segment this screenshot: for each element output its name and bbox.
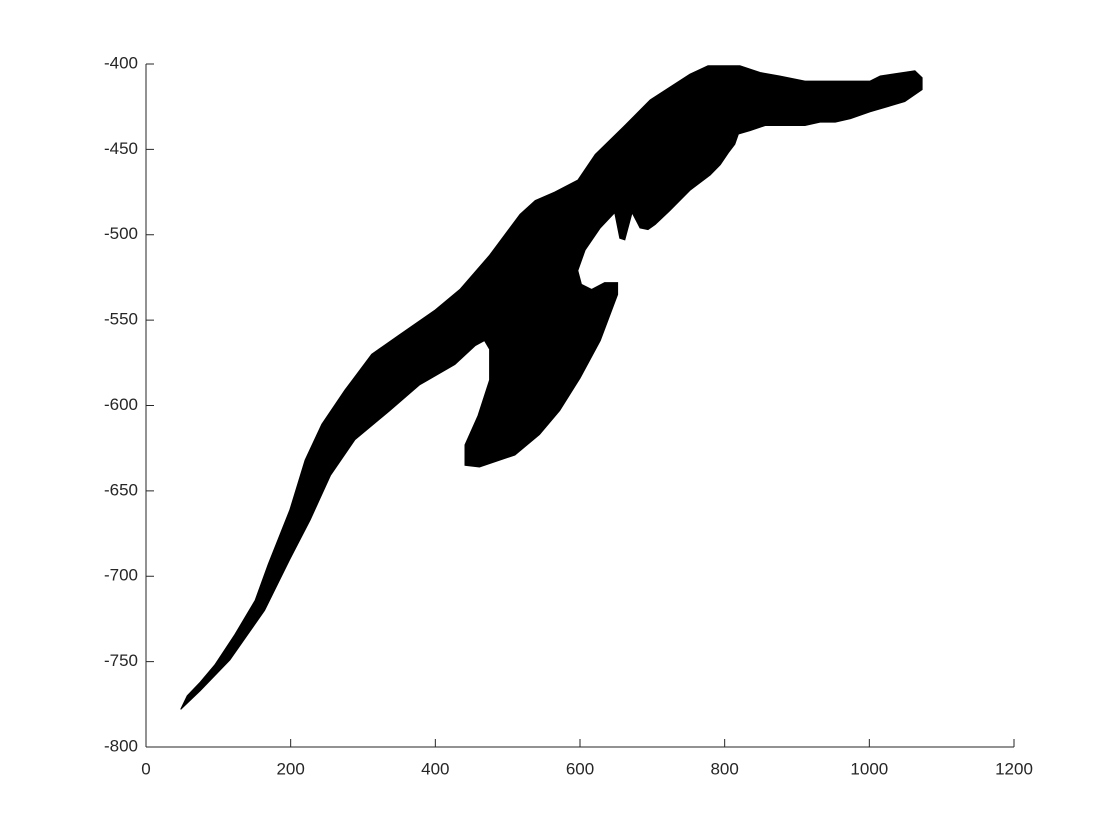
x-tick-label: 800 bbox=[710, 759, 738, 778]
y-tick-label: -400 bbox=[104, 53, 138, 72]
x-tick-label: 200 bbox=[276, 759, 304, 778]
y-tick-label: -550 bbox=[104, 310, 138, 329]
x-tick-label: 1200 bbox=[995, 759, 1033, 778]
y-tick-label: -700 bbox=[104, 566, 138, 585]
x-tick-label: 0 bbox=[141, 759, 150, 778]
x-tick-label: 400 bbox=[421, 759, 449, 778]
y-tick-label: -750 bbox=[104, 651, 138, 670]
y-tick-label: -500 bbox=[104, 224, 138, 243]
filled-shape bbox=[180, 65, 923, 710]
x-tick-label: 1000 bbox=[850, 759, 888, 778]
y-tick-label: -450 bbox=[104, 139, 138, 158]
y-tick-label: -600 bbox=[104, 395, 138, 414]
y-tick-label: -800 bbox=[104, 736, 138, 755]
y-tick-label: -650 bbox=[104, 480, 138, 499]
x-tick-label: 600 bbox=[566, 759, 594, 778]
